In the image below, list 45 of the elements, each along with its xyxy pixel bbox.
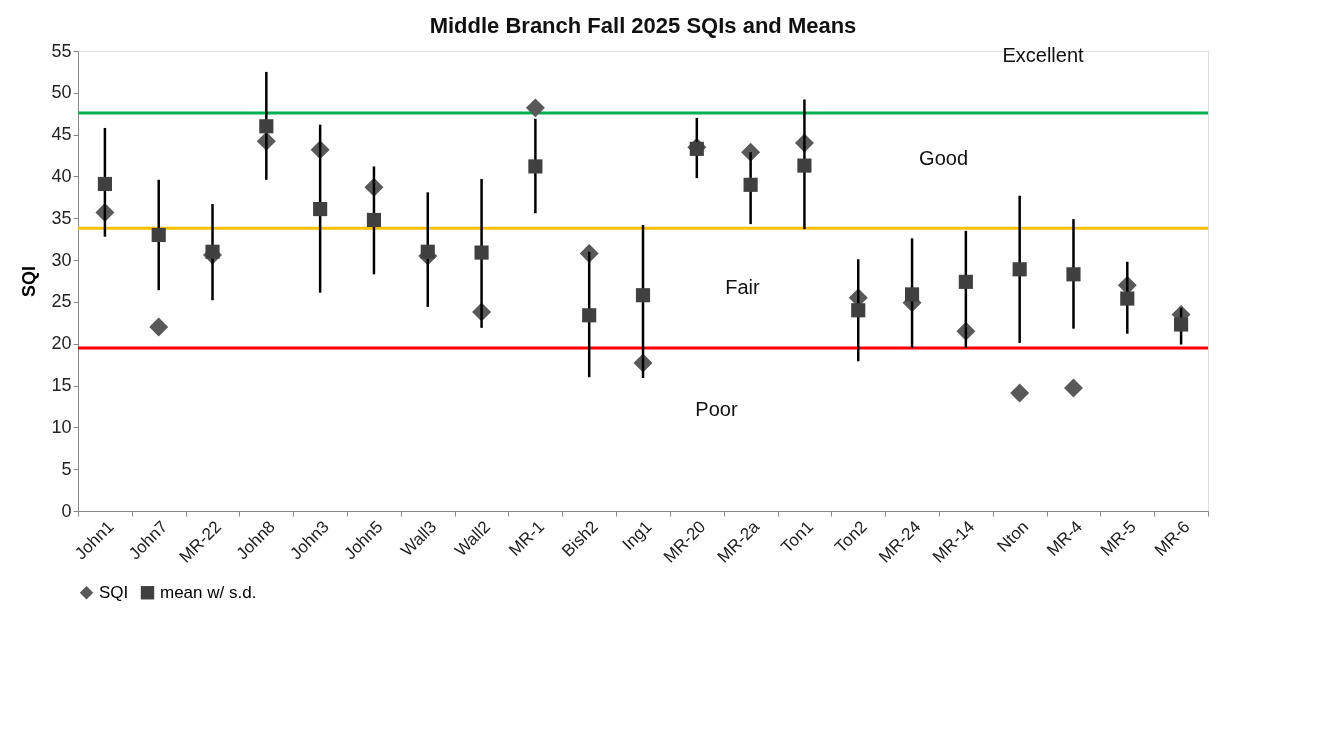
point [366,212,382,228]
point [420,244,435,259]
y-tick-label: 35 [51,207,72,228]
point [259,119,274,134]
point [97,176,112,192]
point [958,274,973,289]
point [528,159,543,174]
point [797,158,812,173]
point [1174,317,1189,332]
y-tick-label: 20 [51,333,72,354]
y-tick-label: 50 [51,82,72,103]
point [474,245,489,260]
y-tick-label: 45 [51,124,72,145]
point [149,317,169,337]
y-tick-label: 55 [51,40,72,61]
y-axis-title: SQI [19,265,40,298]
point [904,287,920,302]
point [313,202,328,217]
point [851,303,866,318]
point [1066,267,1081,282]
y-tick-label: 0 [61,500,72,521]
point [743,177,758,192]
x-tick-label: Ing1 [618,517,656,554]
annotation: Fair [725,276,760,299]
point [1012,262,1027,277]
point [525,98,545,118]
legend-label: SQI [99,582,129,602]
y-tick-label: 15 [51,375,72,396]
y-tick-label: 40 [51,165,72,186]
point [1120,291,1135,306]
annotation: Good [919,147,969,170]
legend-label: mean w/ s.d. [160,582,257,602]
annotation: Poor [695,397,738,420]
point [1063,378,1083,398]
point [582,308,597,323]
point [635,288,651,303]
y-tick-label: 5 [61,458,72,479]
point [1010,383,1030,403]
annotation: Excellent [1002,43,1085,66]
point [205,244,220,259]
y-tick-label: 25 [51,291,72,312]
y-tick-label: 10 [51,416,72,437]
point [151,227,166,243]
y-tick-label: 30 [51,249,72,270]
chart-title: Middle Branch Fall 2025 SQIs and Means [429,13,857,38]
